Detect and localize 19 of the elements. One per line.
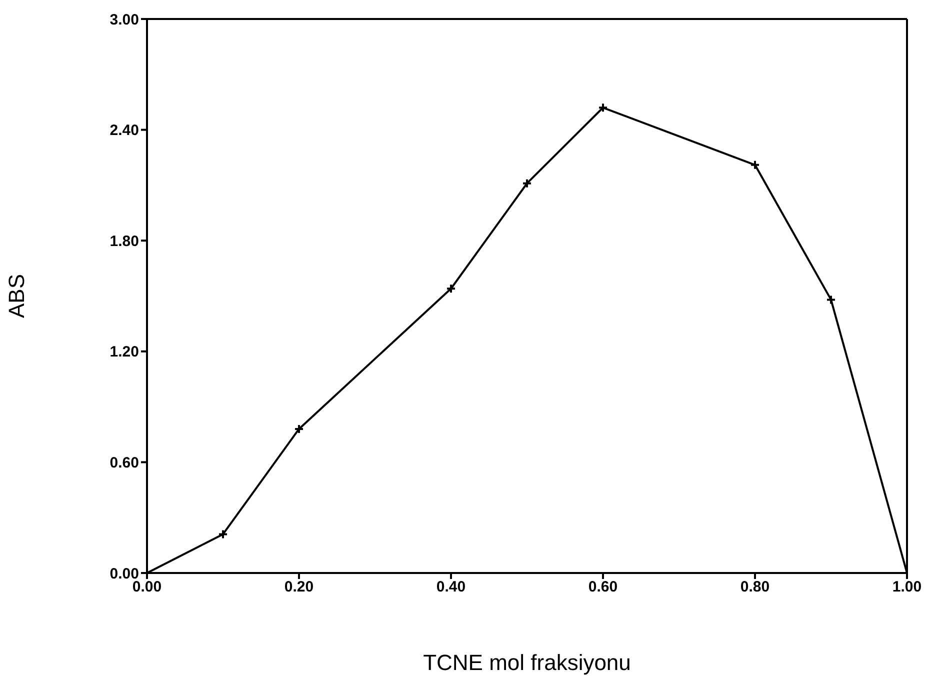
- y-tick-label: 1.80: [110, 232, 139, 250]
- x-tick-label: 0.20: [284, 578, 314, 596]
- point: [826, 294, 836, 305]
- y-tick-label: 3.00: [110, 11, 139, 28]
- x-tick-label: 0.60: [588, 578, 618, 596]
- x-tick-label: 0.40: [436, 578, 466, 596]
- x-tick-label: 1.00: [892, 578, 922, 596]
- x-axis-title: TCNE mol fraksiyonu: [423, 650, 631, 675]
- point: [750, 160, 760, 170]
- point: [598, 102, 608, 113]
- y-tick-label: 1.20: [110, 344, 139, 361]
- point: [218, 529, 228, 540]
- point: [294, 424, 304, 434]
- point: [446, 284, 456, 294]
- point: [522, 178, 532, 188]
- y-tick-label: 2.40: [110, 122, 139, 140]
- y-tick-label: 0.60: [110, 454, 139, 472]
- y-axis-title: ABS: [4, 274, 29, 318]
- x-tick-label: 0.80: [740, 578, 770, 596]
